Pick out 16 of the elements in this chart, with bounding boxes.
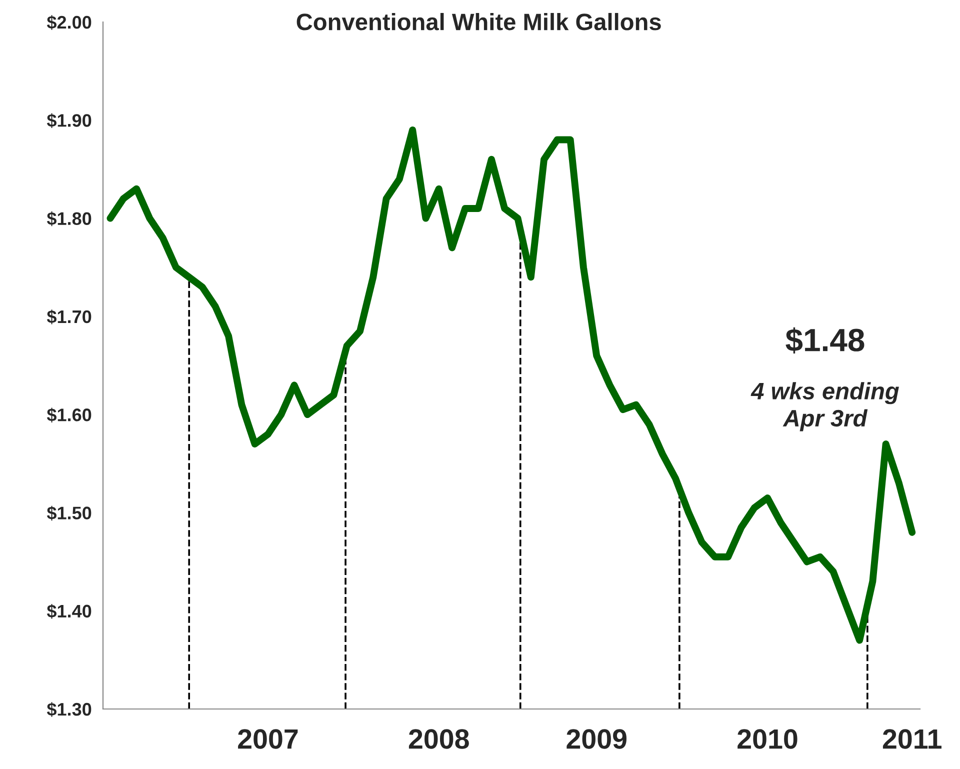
y-tick-label: $1.30 <box>46 702 92 717</box>
x-tick-label: 2009 <box>566 729 626 749</box>
y-tick-label: $2.00 <box>46 15 92 30</box>
annotation: 4 wks ending Apr 3rd <box>750 382 899 432</box>
y-tick-label: $1.60 <box>46 408 92 422</box>
x-tick-label: 2010 <box>738 729 798 749</box>
annotation: $1.48 <box>786 327 864 354</box>
y-tick-label: $1.40 <box>46 604 92 619</box>
x-tick-label: 2008 <box>408 729 469 749</box>
y-tick-label: $1.70 <box>46 310 92 324</box>
y-tick-label: $1.90 <box>46 113 92 128</box>
y-tick-label: $1.80 <box>46 211 92 226</box>
y-tick-label: $1.50 <box>46 506 92 521</box>
chart-title: Conventional White Milk Gallons <box>296 12 661 30</box>
x-tick-label: 2011 <box>882 729 942 749</box>
x-tick-label: 2007 <box>238 729 298 749</box>
